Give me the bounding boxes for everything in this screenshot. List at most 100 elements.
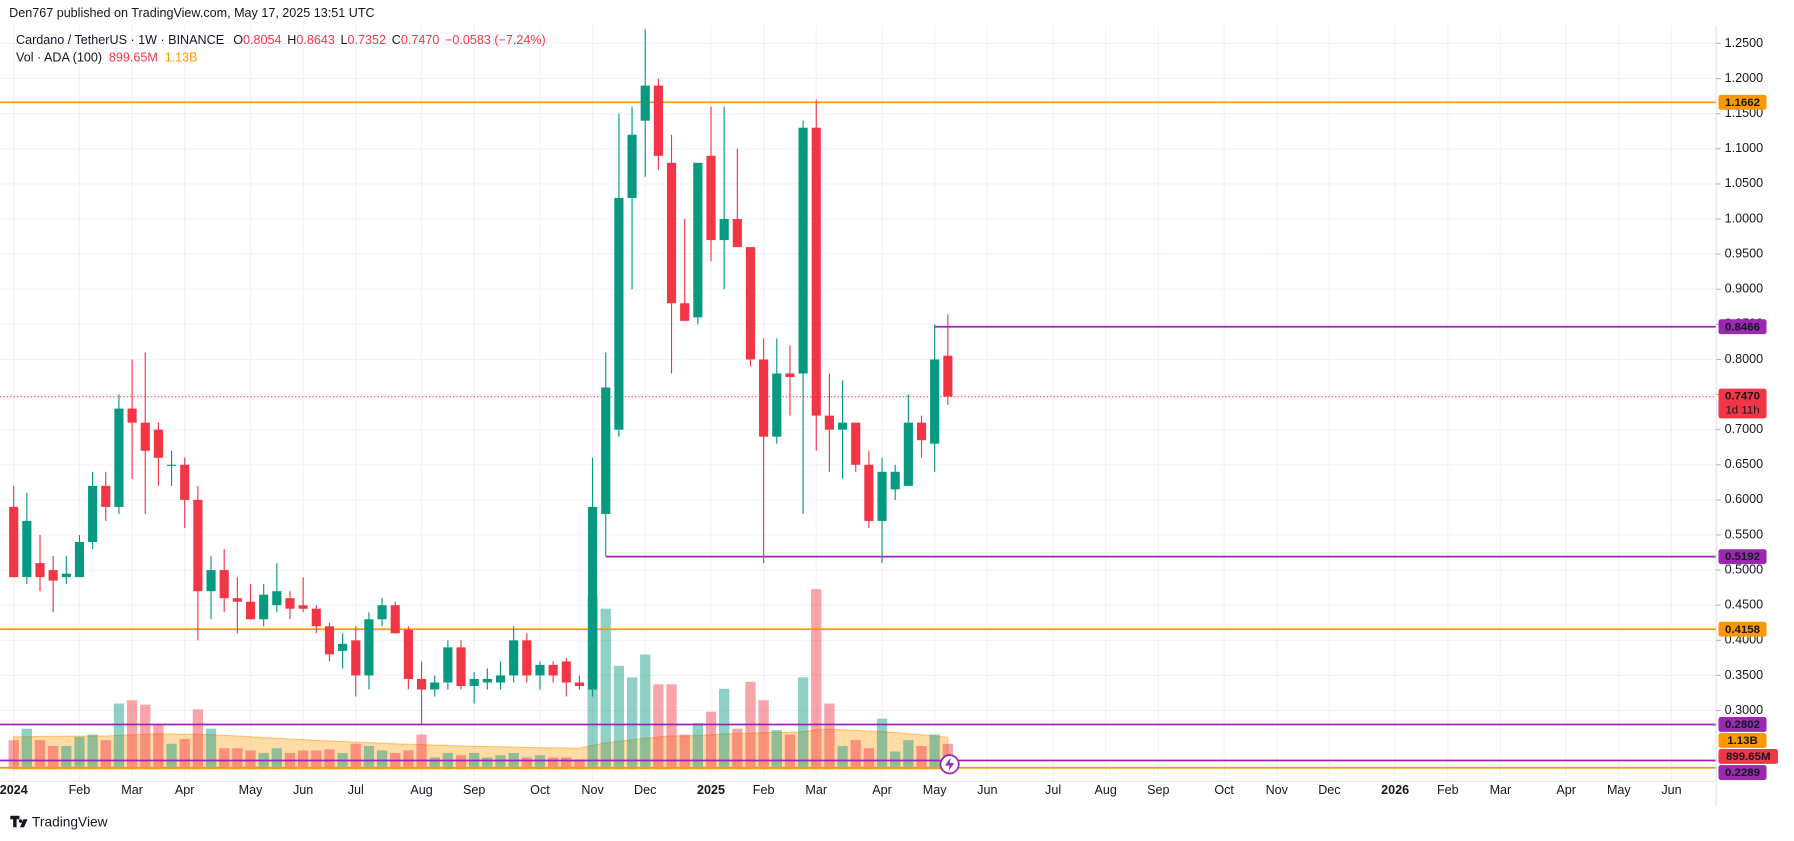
candle-body	[785, 373, 795, 378]
x-tick-label: Mar	[805, 783, 827, 797]
candle-body	[74, 542, 85, 578]
candle-body	[101, 485, 111, 507]
price-pill-label: 1.13B	[1727, 735, 1758, 747]
volume-bar	[666, 684, 677, 769]
price-pill	[1718, 749, 1778, 764]
volume-bar	[482, 757, 493, 769]
candle-body	[403, 629, 413, 679]
change: −0.0583 (−7.24%)	[445, 34, 546, 48]
volume-last: 899.65M	[109, 51, 158, 65]
footer-brand: TradingView	[32, 814, 108, 829]
y-tick-label: 1.2500	[1725, 36, 1763, 50]
candle-body	[732, 219, 742, 248]
x-tick-label: Feb	[69, 783, 91, 797]
volume-ma-last: 1.13B	[165, 51, 198, 65]
candle-body	[627, 134, 637, 198]
volume-bar	[758, 700, 769, 769]
y-tick-label: 0.8000	[1725, 352, 1763, 366]
price-pill-label: 0.5192	[1725, 551, 1760, 563]
volume-bar	[561, 757, 572, 769]
candle-body	[745, 247, 756, 360]
volume-legend: Vol · ADA (100) 899.65M 1.13B	[16, 51, 198, 65]
candle-body	[232, 598, 242, 602]
y-tick-label: 0.3000	[1725, 703, 1763, 717]
volume-bar	[87, 734, 98, 769]
volume-bar	[811, 589, 822, 769]
last-price-label: 0.7470	[1725, 391, 1760, 403]
candle-body	[338, 643, 348, 651]
candle-body	[535, 664, 545, 676]
x-tick-label: Oct	[1214, 783, 1234, 797]
x-tick-label: Aug	[410, 783, 432, 797]
candle-body	[548, 664, 558, 676]
candle-body	[614, 197, 624, 430]
volume-bar	[837, 745, 848, 769]
candle-body	[88, 485, 98, 543]
ohlc-key: L	[341, 34, 348, 48]
x-tick-label: Jun	[1661, 783, 1681, 797]
volume-bar	[771, 730, 782, 769]
candle-body	[811, 127, 821, 416]
y-tick-label: 0.3500	[1725, 668, 1763, 682]
y-tick-label: 0.9000	[1725, 282, 1763, 296]
volume-bar	[613, 665, 625, 769]
candle-body	[390, 605, 400, 634]
x-tick-label: May	[1607, 783, 1631, 797]
candle-body	[324, 626, 335, 655]
price-pill	[1718, 717, 1767, 732]
y-tick-label: 1.1000	[1725, 141, 1763, 155]
legend-line: Cardano / TetherUS · 1W · BINANCE O0.8054…	[16, 34, 546, 48]
candle-body	[298, 605, 308, 609]
x-tick-label: 2024	[0, 783, 28, 797]
candle-body	[219, 570, 229, 599]
volume-bar	[350, 743, 361, 769]
y-tick-label: 0.9500	[1725, 246, 1763, 260]
candle-body	[259, 594, 269, 620]
candle-body	[864, 464, 874, 521]
volume-bar	[232, 748, 243, 769]
y-tick-label: 1.0000	[1725, 211, 1763, 225]
candle-body	[456, 647, 466, 686]
candle-body	[719, 219, 729, 241]
x-tick-label: Mar	[1490, 783, 1512, 797]
x-tick-label: Apr	[1556, 783, 1576, 797]
candle-body	[509, 640, 519, 676]
volume-bar	[732, 728, 743, 769]
x-tick-label: Sep	[463, 783, 485, 797]
x-tick-label: Nov	[1266, 783, 1289, 797]
volume-bar	[745, 681, 756, 769]
candle-body	[416, 678, 427, 690]
price-pill-label: 899.65M	[1726, 751, 1771, 763]
candle-body	[311, 608, 321, 627]
volume-bar	[705, 711, 717, 769]
y-tick-label: 0.7000	[1725, 422, 1763, 436]
candle-body	[351, 640, 361, 676]
candle-body	[430, 682, 440, 690]
x-tick-label: Jul	[348, 783, 364, 797]
volume-bar	[929, 734, 940, 769]
volume-bar	[74, 736, 85, 769]
candle-body	[640, 85, 650, 121]
symbol: Cardano / TetherUS · 1W · BINANCE	[16, 34, 224, 48]
volume-bar	[21, 728, 32, 769]
volume-title: Vol · ADA (100)	[16, 51, 102, 65]
volume-bar	[916, 745, 927, 769]
volume-bar	[48, 745, 59, 769]
volume-bar	[850, 740, 861, 769]
volume-bar	[126, 700, 138, 769]
volume-bar	[653, 684, 664, 769]
publisher: Den767 published on TradingView.com, May…	[9, 6, 374, 20]
candle-body	[166, 464, 177, 466]
x-tick-label: Nov	[581, 783, 604, 797]
candle-body	[180, 464, 190, 500]
candle-body	[930, 359, 940, 444]
ohlc-value: 0.8643	[296, 34, 334, 48]
volume-bar	[34, 740, 46, 769]
candle-body	[601, 387, 611, 514]
candle-body	[285, 598, 295, 609]
y-tick-label: 0.5000	[1725, 562, 1763, 576]
volume-bar	[876, 718, 888, 769]
volume-bar	[679, 734, 690, 769]
volume-bar	[61, 745, 72, 769]
